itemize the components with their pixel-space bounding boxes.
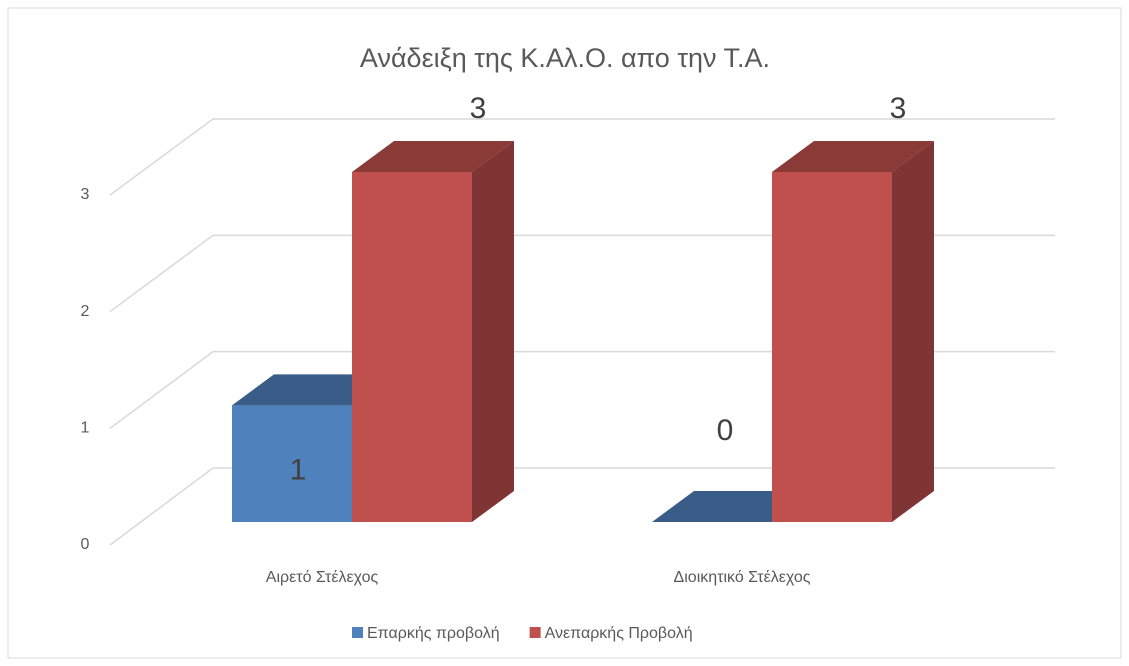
bar-front (352, 172, 472, 522)
bar-side (892, 141, 934, 522)
bar-top (352, 141, 514, 172)
legend-swatch (529, 627, 541, 638)
y-tick-label: 1 (81, 420, 90, 437)
y-tick-label: 0 (81, 536, 90, 553)
grid-line (109, 118, 1055, 196)
bar (772, 141, 934, 522)
legend-swatch (352, 627, 363, 638)
x-tick-label: Διοικητικό Στέλεχος (674, 569, 811, 586)
data-label: 0 (717, 414, 734, 447)
data-label: 3 (890, 92, 907, 125)
data-label: 1 (290, 454, 307, 487)
bar-front (772, 172, 892, 522)
data-label: 3 (470, 92, 487, 125)
chart-title: Ανάδειξη της Κ.Αλ.Ο. απο την Τ.Α. (360, 43, 770, 73)
legend-label: Επαρκής προβολή (367, 625, 500, 642)
legend-label: Ανεπαρκής Προβολή (545, 625, 693, 642)
bar-side (472, 141, 514, 522)
bar-front (232, 405, 352, 522)
y-tick-label: 3 (81, 186, 90, 203)
bar (352, 141, 514, 522)
y-tick-label: 2 (81, 303, 90, 320)
x-tick-label: Αιρετό Στέλεχος (266, 569, 379, 586)
bar-top (772, 141, 934, 172)
chart-border (7, 7, 1122, 659)
